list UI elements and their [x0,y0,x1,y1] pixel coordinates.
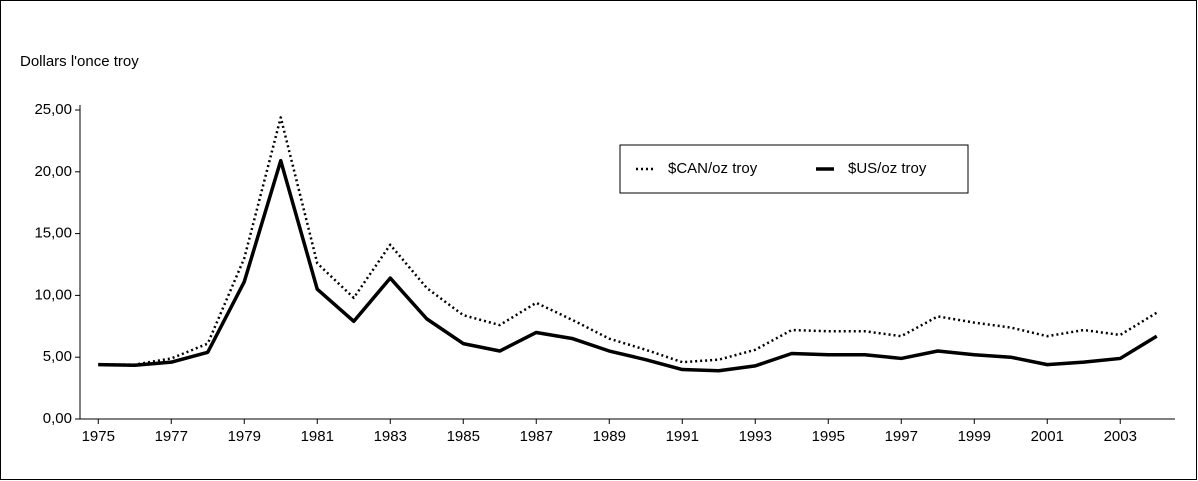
x-tick-label: 2001 [1031,428,1064,445]
y-tick-label: 10,00 [34,286,72,303]
x-tick-label: 1977 [155,428,188,445]
y-tick-label: 25,00 [34,101,72,118]
line-series [98,158,1158,373]
x-tick-label: 1997 [885,428,918,445]
x-tick-label: 1991 [666,428,699,445]
legend-label: $CAN/oz troy [668,160,758,177]
x-tick-label: 1999 [958,428,991,445]
legend [619,144,969,194]
y-tick-label: 15,00 [34,225,72,242]
line-series [98,116,1158,366]
x-tick-label: 2003 [1104,428,1137,445]
x-tick-label: 1985 [447,428,480,445]
x-tick-label: 1979 [228,428,261,445]
x-tick-label: 1981 [301,428,334,445]
y-tick-label: 20,00 [34,163,72,180]
x-tick-label: 1993 [739,428,772,445]
x-tick-label: 1995 [812,428,845,445]
y-axis-title: Dollars l'once troy [20,53,139,70]
x-tick-label: 1989 [593,428,626,445]
y-tick-label: 5,00 [43,348,72,365]
x-tick-label: 1983 [374,428,407,445]
legend-label: $US/oz troy [848,160,927,177]
x-tick-label: 1975 [82,428,115,445]
x-tick-label: 1987 [520,428,553,445]
y-tick-label: 0,00 [43,410,72,427]
